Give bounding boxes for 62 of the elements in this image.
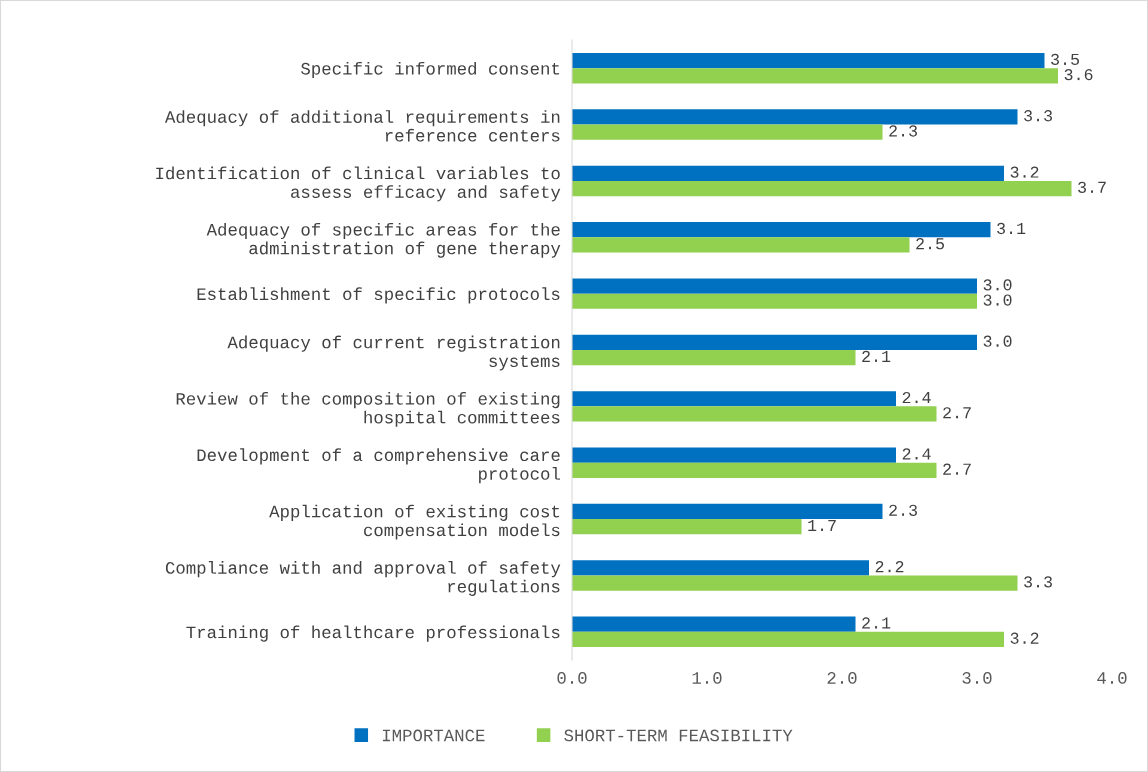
bar [572,447,896,463]
bar [572,631,1004,648]
x-tick-label: 1.0 [692,672,722,684]
bar [572,278,977,294]
data-label: 2.5 [916,238,944,250]
y-tick-label: Specific informed consent [301,61,560,79]
y-tick-label: Adequacy of specific areas for the administration of gene therapy [206,222,561,258]
data-label: 3.2 [1010,632,1039,644]
y-tick-label: Training of healthcare professionals [186,625,560,642]
bar [572,406,937,422]
y-tick-label: Adequacy of current registration systems [227,335,560,371]
x-tick-label: 0.0 [557,672,587,684]
x-tick-label: 4.0 [1097,672,1127,684]
data-label: 3.3 [1024,576,1052,588]
bar [572,462,937,478]
legend-label: SHORT-TERM FEASIBILITY [564,729,793,742]
data-label: 3.1 [997,222,1026,235]
x-tick-label: 3.0 [962,672,992,684]
data-label: 2.7 [943,463,971,475]
bar [572,165,1004,181]
bar [572,519,802,535]
bar [572,560,869,576]
y-tick-label: Identification of clinical variables to assess efficacy and safety [156,166,561,202]
bar [572,52,1045,69]
legend-label: IMPORTANCE [382,729,485,742]
data-label: 1.7 [808,520,836,532]
bar [572,503,883,520]
data-label: 2.4 [902,448,931,460]
data-label: 3.7 [1078,181,1106,193]
data-label: 2.2 [875,561,904,573]
bar [572,293,977,309]
data-label: 2.7 [943,407,971,419]
bar [572,350,856,366]
data-label: 2.1 [862,617,891,629]
data-label: 3.6 [1064,68,1093,81]
bar [572,109,1018,125]
y-tick-label: Compliance with and approval of safety regulations [165,561,561,596]
y-tick-label: Establishment of specific protocols [197,287,560,304]
y-tick-label: Adequacy of additional requirements in reference centers [164,110,560,142]
x-tick-label: 2.0 [827,672,857,684]
bar [572,575,1018,591]
data-label: 2.3 [889,504,917,516]
bar [572,222,991,238]
bar [572,616,856,632]
data-label: 2.1 [862,350,891,362]
data-label: 2.4 [902,391,931,404]
bar [572,124,883,140]
data-label: 3.3 [1024,110,1052,122]
data-label: 2.3 [889,125,917,137]
data-label: 3.0 [983,335,1012,347]
y-tick-label: Application of existing cost compensation models [269,504,560,540]
data-label: 3.0 [983,279,1012,291]
y-tick-label: Development of a comprehensive care protocol [197,448,560,484]
bar [572,68,1058,84]
bar [572,180,1072,197]
bar [572,391,896,407]
bar [572,334,977,350]
y-tick-label: Review of the composition of existing hospital committees [176,391,560,427]
data-label: 3.5 [1051,53,1079,66]
data-label: 3.2 [1010,166,1039,178]
data-label: 3.0 [983,294,1012,306]
bar [572,237,910,253]
